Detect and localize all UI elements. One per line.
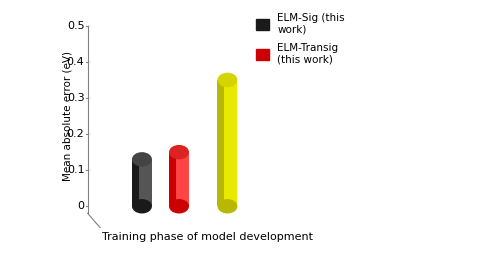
Text: Training phase of model development: Training phase of model development bbox=[102, 232, 313, 242]
Text: 0.4: 0.4 bbox=[66, 57, 84, 67]
Ellipse shape bbox=[218, 199, 238, 213]
Ellipse shape bbox=[218, 73, 238, 87]
Text: 0: 0 bbox=[78, 201, 84, 211]
Ellipse shape bbox=[132, 199, 152, 213]
Text: Mean absolute error (eV): Mean absolute error (eV) bbox=[63, 51, 73, 181]
Text: 0.5: 0.5 bbox=[67, 21, 84, 31]
Legend: ELM-Sig (this
work), ELM-Transig
(this work): ELM-Sig (this work), ELM-Transig (this w… bbox=[256, 13, 345, 64]
Text: 0.2: 0.2 bbox=[66, 129, 84, 139]
Text: 0.1: 0.1 bbox=[67, 165, 84, 175]
Text: 0.3: 0.3 bbox=[67, 93, 84, 103]
Ellipse shape bbox=[169, 199, 189, 213]
Polygon shape bbox=[218, 80, 224, 206]
Polygon shape bbox=[169, 152, 176, 206]
Polygon shape bbox=[132, 159, 152, 206]
Polygon shape bbox=[132, 159, 139, 206]
Polygon shape bbox=[169, 152, 189, 206]
Ellipse shape bbox=[132, 152, 152, 167]
Ellipse shape bbox=[169, 145, 189, 159]
Polygon shape bbox=[218, 80, 238, 206]
